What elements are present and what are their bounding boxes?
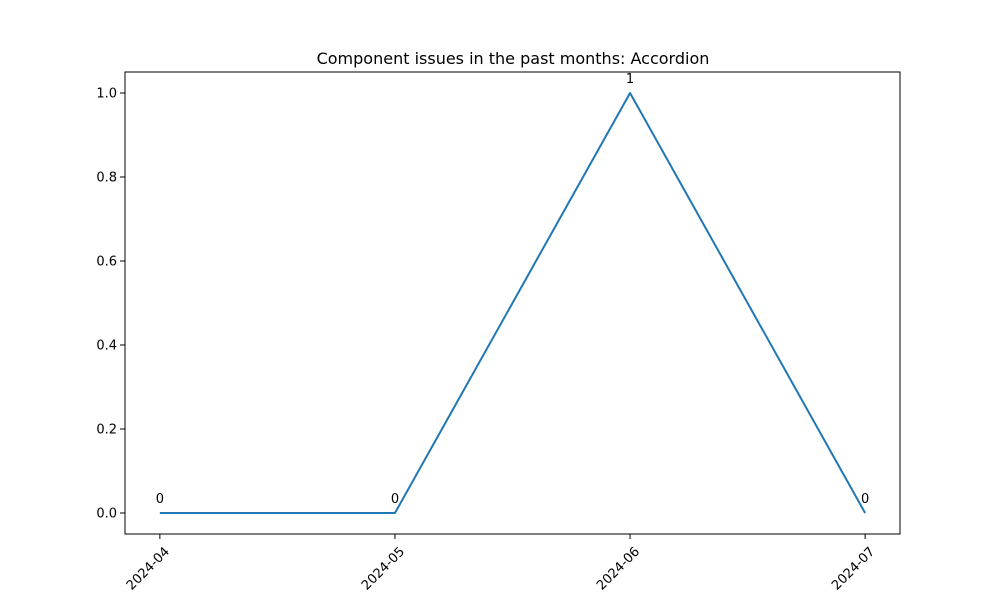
series-line: [159, 92, 866, 514]
data-label: 0: [861, 492, 869, 507]
data-label: 1: [626, 72, 634, 87]
y-tick-label: 0.0: [96, 507, 117, 522]
y-tick-label: 0.8: [96, 171, 117, 186]
y-axis: 0.0 0.2 0.4 0.6 0.8 1.0: [96, 87, 125, 522]
y-tick-label: 0.2: [96, 423, 117, 438]
y-tick-label: 0.4: [96, 339, 117, 354]
y-tick-label: 1.0: [96, 87, 117, 102]
x-tick-label: 2024-06: [594, 544, 643, 593]
data-label-layer: 0 0 1 0: [156, 72, 870, 507]
x-tick-label: 2024-04: [124, 544, 173, 593]
plot-area-frame: [124, 71, 901, 535]
y-tick-label: 0.6: [96, 255, 117, 270]
series-layer: [159, 92, 866, 514]
x-tick-label: 2024-05: [359, 544, 408, 593]
data-label: 0: [156, 492, 164, 507]
x-tick-label: 2024-07: [829, 544, 878, 593]
chart-title: Component issues in the past months: Acc…: [317, 49, 710, 68]
x-axis: 2024-04 2024-05 2024-06 2024-07: [124, 534, 878, 593]
data-label: 0: [391, 492, 399, 507]
